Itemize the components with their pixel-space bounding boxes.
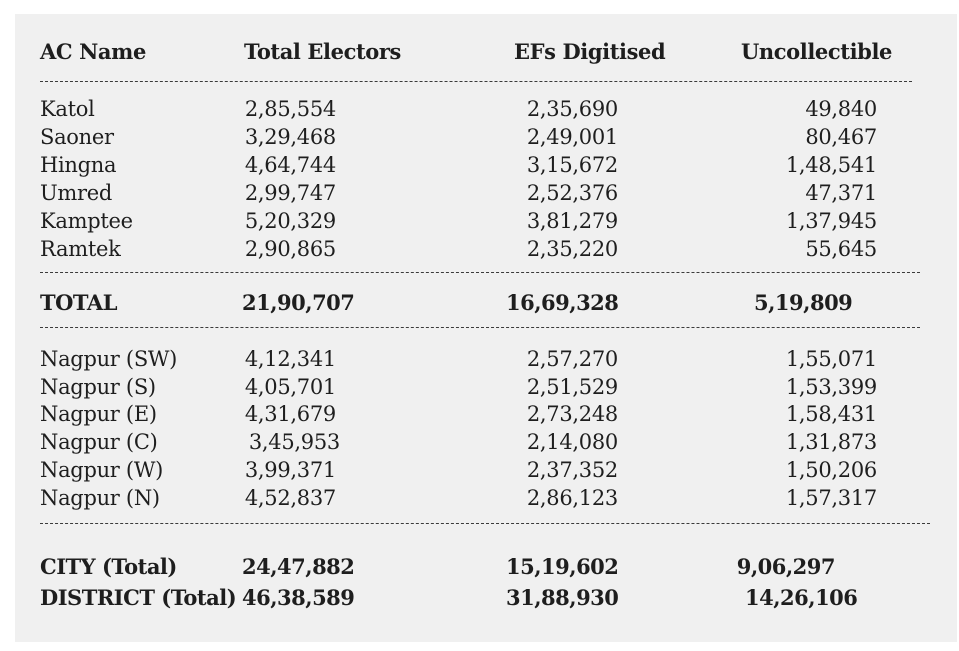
divider-total: [40, 327, 920, 328]
cell-ac-name: Hingna: [40, 153, 117, 177]
cell-efs-digitised: 16,69,328: [506, 290, 619, 315]
cell-efs-digitised: 2,57,270: [526, 347, 618, 371]
cell-total-electors: 3,99,371: [244, 458, 336, 482]
cell-total-electors: 5,20,329: [244, 209, 336, 233]
cell-ac-name: Saoner: [40, 125, 114, 149]
cell-ac-name: Nagpur (W): [40, 458, 163, 482]
cell-uncollectible: 47,371: [805, 181, 877, 205]
cell-ac-name: Nagpur (S): [40, 375, 156, 399]
cell-uncollectible: 1,48,541: [785, 153, 877, 177]
header-total-electors: Total Electors: [244, 39, 401, 64]
cell-efs-digitised: 3,81,279: [526, 209, 618, 233]
cell-uncollectible: 80,467: [805, 125, 877, 149]
cell-total-electors: 2,99,747: [244, 181, 336, 205]
cell-uncollectible: 55,645: [805, 237, 877, 261]
cell-efs-digitised: 2,73,248: [526, 402, 618, 426]
divider-city: [40, 523, 930, 524]
cell-efs-digitised: 2,52,376: [526, 181, 618, 205]
cell-efs-digitised: 2,35,690: [526, 97, 618, 121]
cell-ac-name: TOTAL: [40, 290, 117, 315]
cell-total-electors: 4,31,679: [244, 402, 336, 426]
cell-ac-name: DISTRICT (Total): [40, 585, 237, 610]
cell-uncollectible: 1,57,317: [785, 486, 877, 510]
divider-header: [40, 81, 912, 82]
cell-uncollectible: 1,55,071: [785, 347, 877, 371]
cell-ac-name: Nagpur (C): [40, 430, 158, 454]
table-panel: [15, 14, 957, 642]
cell-ac-name: Umred: [40, 181, 113, 205]
cell-ac-name: Katol: [40, 97, 95, 121]
cell-uncollectible: 1,31,873: [785, 430, 877, 454]
cell-total-electors: 2,85,554: [244, 97, 336, 121]
header-ac-name: AC Name: [40, 39, 146, 64]
header-efs-digitised: EFs Digitised: [514, 39, 666, 64]
cell-ac-name: Nagpur (E): [40, 402, 157, 426]
cell-total-electors: 4,64,744: [244, 153, 336, 177]
cell-total-electors: 4,12,341: [244, 347, 336, 371]
cell-efs-digitised: 2,14,080: [526, 430, 618, 454]
cell-total-electors: 46,38,589: [242, 585, 355, 610]
cell-uncollectible: 1,37,945: [785, 209, 877, 233]
cell-uncollectible: 1,58,431: [785, 402, 877, 426]
cell-ac-name: Kamptee: [40, 209, 133, 233]
cell-efs-digitised: 15,19,602: [506, 554, 619, 579]
cell-ac-name: Nagpur (N): [40, 486, 160, 510]
cell-total-electors: 24,47,882: [242, 554, 355, 579]
cell-uncollectible: 1,53,399: [785, 375, 877, 399]
cell-total-electors: 21,90,707: [242, 290, 355, 315]
cell-total-electors: 3,29,468: [244, 125, 336, 149]
cell-uncollectible: 9,06,297: [736, 554, 836, 579]
cell-efs-digitised: 2,51,529: [526, 375, 618, 399]
cell-ac-name: Nagpur (SW): [40, 347, 178, 371]
cell-efs-digitised: 2,49,001: [526, 125, 618, 149]
cell-efs-digitised: 31,88,930: [506, 585, 619, 610]
cell-efs-digitised: 2,35,220: [526, 237, 618, 261]
cell-total-electors: 4,05,701: [244, 375, 336, 399]
header-uncollectible: Uncollectible: [741, 39, 892, 64]
cell-uncollectible: 49,840: [805, 97, 877, 121]
cell-total-electors: 2,90,865: [244, 237, 336, 261]
cell-efs-digitised: 2,37,352: [526, 458, 618, 482]
cell-ac-name: Ramtek: [40, 237, 121, 261]
cell-efs-digitised: 2,86,123: [526, 486, 618, 510]
cell-uncollectible: 5,19,809: [754, 290, 853, 315]
cell-uncollectible: 1,50,206: [785, 458, 877, 482]
cell-efs-digitised: 3,15,672: [526, 153, 618, 177]
cell-total-electors: 4,52,837: [244, 486, 336, 510]
divider-rural: [40, 272, 920, 273]
cell-ac-name: CITY (Total): [40, 554, 177, 579]
cell-total-electors: 3,45,953: [248, 430, 340, 454]
cell-uncollectible: 14,26,106: [745, 585, 858, 610]
